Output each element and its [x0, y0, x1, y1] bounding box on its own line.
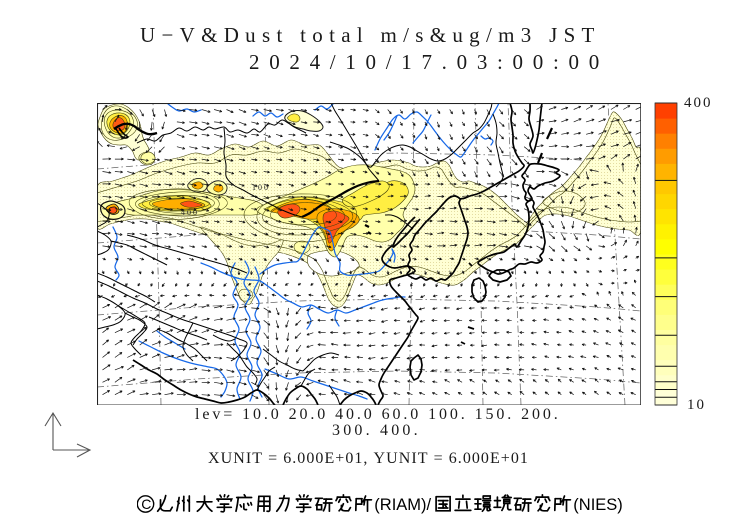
svg-text:400: 400 — [181, 208, 199, 217]
svg-text:100: 100 — [252, 183, 270, 192]
svg-text:(NIES): (NIES) — [573, 496, 623, 514]
svg-text:(RIAM)/: (RIAM)/ — [374, 496, 431, 514]
svg-text:C: C — [141, 496, 151, 512]
